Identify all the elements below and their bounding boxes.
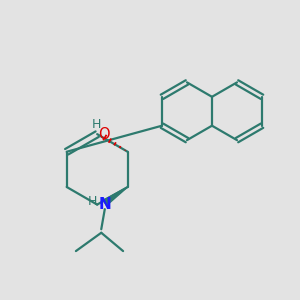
Polygon shape	[103, 187, 128, 206]
Text: H: H	[91, 118, 101, 131]
Text: H: H	[88, 195, 97, 208]
Text: O: O	[98, 127, 110, 142]
Text: N: N	[99, 197, 112, 212]
